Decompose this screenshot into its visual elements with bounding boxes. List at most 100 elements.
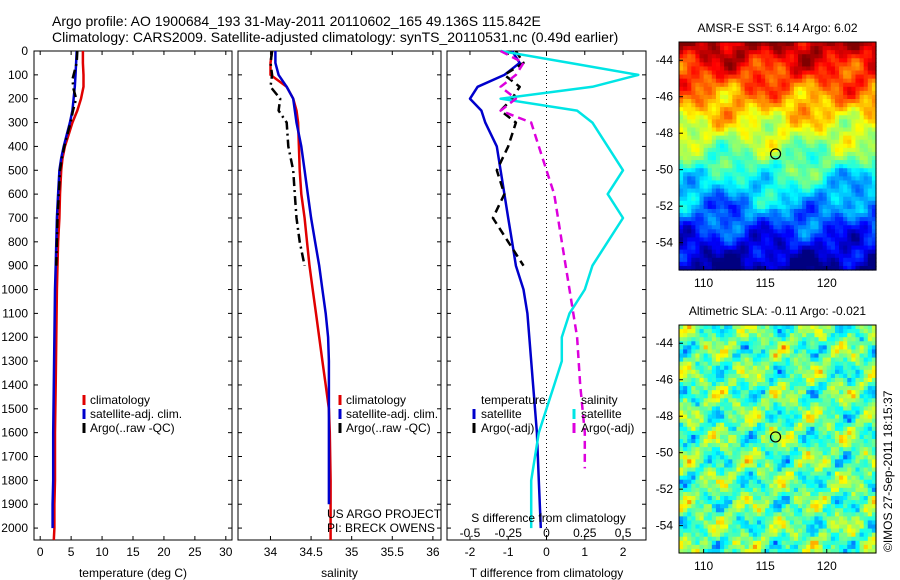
depth-tick-label: 1000: [1, 283, 28, 297]
temperature-series-climatology: [52, 51, 85, 541]
difference-xtick-label: 0: [543, 545, 550, 559]
salinity-diff-tick-label: 0.25: [573, 526, 597, 540]
sla_map-panel: [678, 324, 877, 554]
sst_map-xtick-label: 120: [817, 276, 837, 290]
sst_map-panel: [678, 41, 877, 271]
legend-title-temperature: temperature: [481, 393, 546, 407]
salinity-diff-tick-label: 0: [543, 526, 550, 540]
salinity-xlabel: salinity: [321, 566, 358, 580]
difference-series-salinity-satellite: [499, 49, 640, 529]
title-line-2: Climatology: CARS2009. Satellite-adjuste…: [52, 29, 619, 45]
depth-tick-label: 700: [8, 211, 28, 225]
salinity-legend-entry: Argo(..raw -QC): [346, 421, 431, 435]
sla_map-title: Altimetric SLA: -0.11 Argo: -0.021: [689, 304, 867, 318]
temperature-xtick-label: 20: [157, 545, 171, 559]
salinity-xtick-label: 36: [426, 545, 440, 559]
depth-tick-label: 100: [8, 68, 28, 82]
sla_map-ytick-label: -44: [656, 336, 674, 350]
title-line-1: Argo profile: AO 1900684_193 31-May-2011…: [52, 13, 541, 29]
temperature-xtick-label: 15: [126, 545, 140, 559]
sla_map-argo-position-marker: [769, 431, 782, 443]
salinity-xtick-label: 35.5: [381, 545, 405, 559]
sla_map-ytick-label: -52: [656, 482, 674, 496]
project-credit: US ARGO PROJECT: [327, 507, 442, 521]
difference-legend-entry: Argo(-adj): [581, 421, 634, 435]
difference-xtick-label: 2: [620, 545, 627, 559]
sst_map-xtick-label: 110: [694, 276, 713, 290]
difference-panel: [446, 49, 647, 541]
depth-tick-label: 2000: [1, 521, 28, 535]
temperature-xtick-label: 5: [68, 545, 75, 559]
depth-tick-label: 1900: [1, 497, 28, 511]
sst_map-ytick-label: -52: [656, 199, 674, 213]
sst_map-argo-position-marker: [769, 148, 782, 160]
salinity-diff-tick-label: -0.5: [460, 526, 481, 540]
sst_map-ytick-label: -44: [656, 53, 674, 67]
sla_map-ytick-label: -50: [656, 446, 674, 460]
sla_map-xtick-label: 115: [756, 559, 775, 573]
salinity-series-satellite-adj-clim-: [274, 51, 331, 505]
salinity-diff-axis-label: S difference from climatology: [471, 511, 626, 525]
difference-xtick-label: 1: [581, 545, 588, 559]
temperature-legend-entry: Argo(..raw -QC): [90, 421, 175, 435]
sst_map-frame: [678, 41, 877, 271]
depth-tick-label: 1800: [1, 473, 28, 487]
sla_map-xtick-label: 110: [694, 559, 713, 573]
sst_map-ytick-label: -54: [656, 236, 674, 250]
depth-tick-label: 1500: [1, 402, 28, 416]
difference-legend-entry: satellite: [481, 407, 522, 421]
depth-tick-label: 1200: [1, 330, 28, 344]
depth-tick-label: 1400: [1, 378, 28, 392]
difference-legend-entry: satellite: [581, 407, 622, 421]
temperature-panel: [33, 50, 233, 541]
salinity-xtick-label: 34: [264, 545, 278, 559]
salinity-series-argo-raw-qc-: [269, 50, 306, 266]
temperature-axes-frame: [33, 50, 233, 541]
sla_map-ytick-label: -46: [656, 373, 674, 387]
sst_map-ytick-label: -50: [656, 163, 674, 177]
sla_map-ytick-label: -54: [656, 519, 674, 533]
depth-tick-label: 1300: [1, 354, 28, 368]
temperature-xtick-label: 30: [219, 545, 233, 559]
sla_map-ytick-label: -48: [656, 409, 674, 423]
depth-tick-label: 1600: [1, 426, 28, 440]
sst_map-xtick-label: 115: [756, 276, 775, 290]
difference-series-temperature-satellite: [468, 50, 543, 529]
depth-tick-label: 1700: [1, 450, 28, 464]
depth-tick-label: 200: [8, 92, 28, 106]
temperature-legend-entry: climatology: [90, 393, 150, 407]
temperature-series-argo-raw-qc-: [55, 50, 79, 266]
temperature-xlabel: temperature (deg C): [79, 566, 187, 580]
sla_map-frame: [678, 324, 877, 554]
depth-tick-label: 1100: [2, 306, 28, 320]
temperature-xtick-label: 10: [95, 545, 109, 559]
temperature-legend-entry: satellite-adj. clim.: [90, 407, 182, 421]
salinity-diff-tick-label: -0.25: [495, 526, 523, 540]
depth-tick-label: 300: [8, 116, 28, 130]
depth-tick-label: 900: [8, 259, 28, 273]
legend-title-salinity: salinity: [581, 393, 618, 407]
depth-tick-label: 400: [8, 139, 28, 153]
sst_map-title: AMSR-E SST: 6.14 Argo: 6.02: [697, 21, 857, 35]
salinity-legend-entry: satellite-adj. clim.: [346, 407, 438, 421]
sst_map-ytick-label: -46: [656, 90, 674, 104]
difference-xtick-label: -1: [503, 545, 514, 559]
difference-xlabel: T difference from climatology: [470, 566, 624, 580]
salinity-axes-frame: [237, 50, 442, 541]
sst_map-field: [679, 42, 877, 271]
salinity-panel: [237, 50, 442, 541]
temperature-xtick-label: 0: [37, 545, 44, 559]
sst_map-ytick-label: -48: [656, 126, 674, 140]
sla_map-field: [679, 325, 877, 554]
difference-legend-entry: Argo(-adj): [481, 421, 534, 435]
depth-tick-label: 500: [8, 163, 28, 177]
depth-tick-label: 0: [21, 44, 28, 58]
temperature-xtick-label: 25: [188, 545, 202, 559]
salinity-xtick-label: 34.5: [299, 545, 323, 559]
depth-tick-label: 600: [8, 187, 28, 201]
difference-xtick-label: -2: [465, 545, 476, 559]
difference-series-temperature-argo-adj-: [491, 50, 525, 267]
depth-tick-label: 800: [8, 235, 28, 249]
salinity-xtick-label: 35: [345, 545, 359, 559]
